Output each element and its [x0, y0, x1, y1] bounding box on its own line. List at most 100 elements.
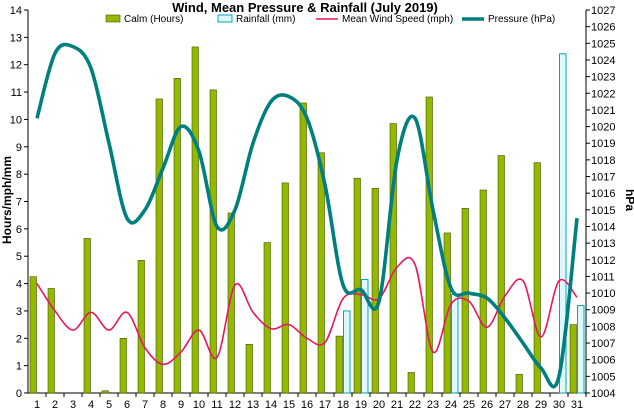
calm-bar	[227, 212, 235, 394]
rainfall-bar	[361, 278, 369, 394]
calm-bar	[299, 102, 307, 394]
y-tick-label-left: 9	[16, 142, 22, 154]
x-tick-label: 15	[283, 399, 295, 411]
axes: 0123456789101112131410041005100610071008…	[10, 5, 616, 411]
rainfall-bar	[559, 53, 567, 394]
x-tick-label: 3	[70, 399, 76, 411]
y-tick-label-right: 1021	[591, 105, 615, 117]
y-tick-label-right: 1004	[591, 388, 615, 400]
y-tick-label-left: 12	[10, 60, 22, 72]
y-tick-label-left: 5	[16, 251, 22, 263]
y-tick-label-left: 4	[16, 279, 22, 291]
legend-swatch-rainfall	[217, 14, 233, 23]
series-lines	[35, 42, 579, 389]
rainfall-bar	[577, 304, 585, 394]
calm-bar	[173, 78, 181, 394]
x-tick-label: 8	[160, 399, 166, 411]
calm-bar	[47, 288, 55, 394]
calm-bar	[353, 177, 361, 394]
x-tick-label: 22	[409, 399, 421, 411]
calm-bar	[155, 98, 163, 394]
x-tick-label: 26	[481, 399, 493, 411]
x-tick-label: 18	[337, 399, 349, 411]
x-tick-label: 9	[178, 399, 184, 411]
y-tick-label-left: 10	[10, 114, 22, 126]
calm-bar	[425, 96, 433, 394]
wind-speed-line	[36, 256, 578, 366]
y-tick-label-left: 1	[16, 361, 22, 373]
calm-bar	[569, 324, 577, 394]
x-tick-label: 7	[142, 399, 148, 411]
x-tick-label: 19	[355, 399, 367, 411]
x-tick-label: 27	[499, 399, 511, 411]
calm-bar	[317, 152, 325, 394]
y-tick-label-right: 1025	[591, 38, 615, 50]
y-tick-label-right: 1012	[591, 255, 615, 267]
calm-bar	[137, 260, 145, 394]
calm-bar	[29, 276, 37, 394]
legend-label: Calm (Hours)	[124, 14, 183, 25]
calm-bar	[497, 155, 505, 394]
y-tick-label-right: 1027	[591, 5, 615, 17]
legend-label: Rainfall (mm)	[236, 14, 295, 25]
y-tick-label-right: 1022	[591, 88, 615, 100]
x-tick-label: 6	[124, 399, 130, 411]
y-tick-label-right: 1024	[591, 55, 615, 67]
y-tick-label-right: 1008	[591, 321, 615, 333]
y-tick-label-right: 1017	[591, 172, 615, 184]
y-tick-label-right: 1019	[591, 138, 615, 150]
y-tick-label-right: 1014	[591, 221, 615, 233]
calm-bar	[335, 335, 343, 394]
legend-label: Pressure (hPa)	[488, 14, 555, 25]
legend-swatch-calm	[105, 14, 121, 23]
rainfall-bar	[343, 310, 351, 394]
x-tick-label: 24	[445, 399, 457, 411]
x-tick-label: 30	[553, 399, 565, 411]
calm-bar	[371, 188, 379, 394]
y-tick-label-left: 6	[16, 224, 22, 236]
x-tick-label: 20	[373, 399, 385, 411]
pressure-line	[35, 42, 579, 389]
y-tick-label-left: 11	[11, 87, 22, 99]
y-tick-label-right: 1026	[591, 22, 615, 34]
calm-bar	[479, 189, 487, 394]
x-tick-label: 13	[247, 399, 259, 411]
calm-bar	[389, 123, 397, 394]
rainfall-bars	[343, 53, 585, 394]
y-tick-label-right: 1007	[591, 338, 615, 350]
y-tick-label-right: 1009	[591, 305, 615, 317]
y-tick-label-left: 13	[10, 32, 22, 44]
calm-bar	[119, 337, 127, 394]
x-tick-label: 10	[193, 399, 205, 411]
calm-bar	[191, 46, 199, 394]
calm-bar	[209, 89, 217, 394]
x-tick-label: 14	[265, 399, 277, 411]
x-tick-label: 17	[319, 399, 331, 411]
y-tick-label-right: 1023	[591, 72, 615, 84]
y-tick-label-left: 0	[16, 388, 22, 400]
x-tick-label: 31	[571, 399, 583, 411]
y-tick-label-right: 1005	[591, 371, 615, 383]
x-tick-label: 25	[463, 399, 475, 411]
y-tick-label-right: 1006	[591, 355, 615, 367]
legend: Calm (Hours) Rainfall (mm) Mean Wind Speed…	[105, 14, 555, 25]
x-tick-label: 11	[211, 399, 222, 411]
x-tick-label: 4	[88, 399, 94, 411]
y-tick-label-left: 2	[16, 333, 22, 345]
calm-bars	[29, 46, 577, 394]
calm-bar	[245, 344, 253, 394]
y-tick-label-right: 1016	[591, 188, 615, 200]
y-tick-label-right: 1015	[591, 205, 615, 217]
y-axis-right-title: hPa	[623, 189, 634, 211]
x-tick-label: 29	[535, 399, 547, 411]
calm-bar	[83, 238, 91, 394]
legend-label: Mean Wind Speed (mph)	[342, 14, 453, 25]
rainfall-bar	[451, 294, 459, 394]
calm-bar	[407, 372, 415, 394]
y-tick-label-right: 1011	[591, 271, 615, 283]
calm-bar	[101, 390, 109, 394]
calm-bar	[515, 374, 523, 394]
x-tick-label: 12	[229, 399, 241, 411]
calm-bar	[533, 162, 541, 394]
